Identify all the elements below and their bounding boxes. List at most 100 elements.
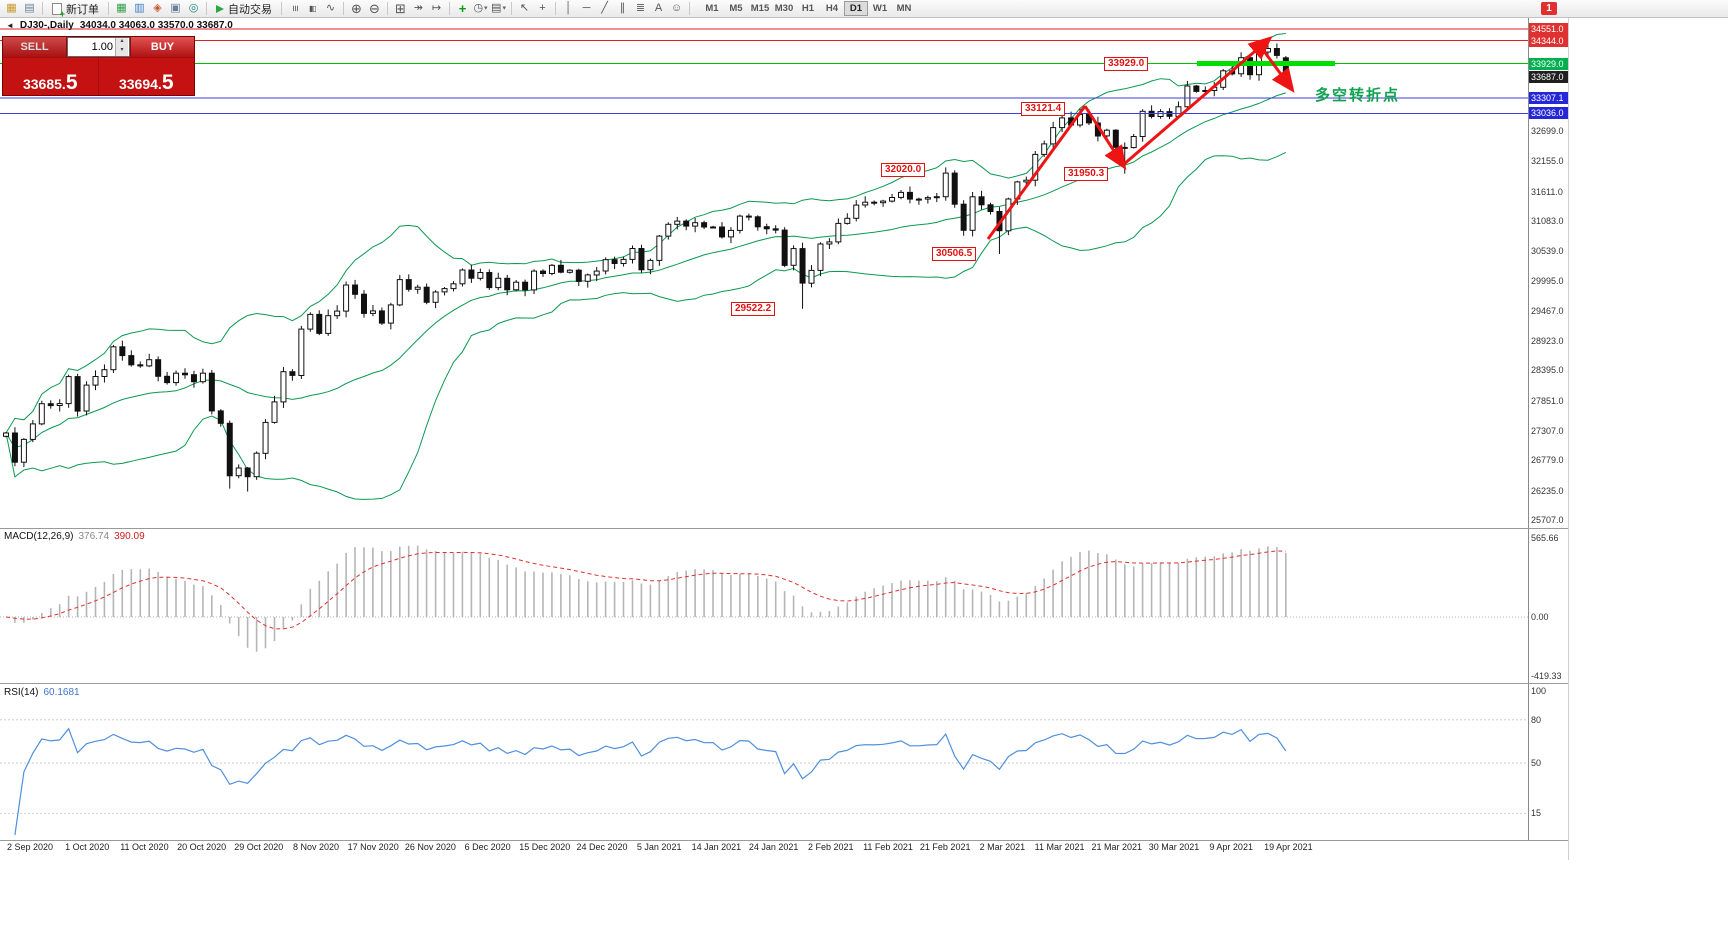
line-chart-icon[interactable]: ∿ (325, 2, 336, 14)
candlestick-chart-icon[interactable]: ▮▯ (309, 3, 317, 13)
timeframe-d1[interactable]: D1 (844, 1, 868, 16)
date-label: 19 Apr 2021 (1264, 842, 1313, 852)
zoom-in-icon[interactable]: ⊕ (351, 1, 362, 16)
new-order-button[interactable]: 新订单 (47, 1, 104, 19)
toolbar-separator (281, 2, 282, 15)
date-label: 11 Oct 2020 (120, 842, 169, 852)
macd-scale-label: -419.33 (1531, 670, 1562, 681)
chart-shift-icon[interactable]: ↦ (431, 2, 442, 14)
timeframe-w1[interactable]: W1 (872, 3, 888, 14)
autotrading-button[interactable]: 自动交易 (211, 1, 277, 16)
volume-input[interactable] (68, 38, 115, 56)
date-label: 17 Nov 2020 (347, 842, 399, 852)
date-label: 2 Feb 2021 (808, 842, 854, 852)
timeframe-m1[interactable]: M1 (705, 3, 719, 14)
auto-scroll-icon[interactable]: ↠ (413, 2, 424, 14)
horizontal-line-icon[interactable]: ─ (582, 2, 591, 14)
toolbar-separator (689, 2, 690, 15)
price-scale[interactable]: 34551.0 34344.0 33929.0 33687.0 33307.1 33036… (1528, 18, 1568, 840)
sell-price[interactable]: 33685. 5 (3, 58, 99, 95)
arrows-tool-icon[interactable]: ☺ (670, 2, 683, 14)
buy-price-pip: 5 (161, 71, 174, 94)
channel-icon[interactable]: ∥ (619, 2, 626, 14)
new-order-label: 新订单 (66, 3, 99, 16)
sell-button[interactable]: SELL (3, 37, 67, 57)
periods-button[interactable]: ◷ ▾ (472, 1, 489, 16)
text-tool-icon[interactable]: A (654, 2, 663, 14)
cursor-icon[interactable]: ↖ (519, 2, 530, 14)
macd-scale-label: 0.00 (1531, 612, 1549, 622)
periods-icon: ◷ (473, 2, 484, 14)
toolbar-separator (108, 2, 109, 15)
date-label: 29 Oct 2020 (234, 842, 284, 852)
timeframe-group: M1 M5 M15 M30 H1 H4 D1 W1 MN (700, 1, 916, 16)
date-label: 30 Mar 2021 (1148, 842, 1200, 852)
fibonacci-icon[interactable]: ≣ (635, 2, 646, 14)
new-order-icon (52, 2, 65, 19)
volume-decrease-button[interactable]: ▾ (120, 47, 124, 53)
profiles-icon[interactable]: ▤ (24, 2, 35, 14)
date-label: 11 Feb 2021 (863, 842, 913, 852)
price-scale-label: 27851.0 (1531, 395, 1564, 406)
price-scale-label: 25707.0 (1531, 515, 1564, 525)
terminal-icon[interactable]: ▣ (170, 2, 181, 14)
macd-histogram (14, 545, 1287, 652)
date-label: 1 Oct 2020 (65, 842, 110, 852)
panel-separator[interactable] (0, 683, 1568, 684)
chart-title: ◄ DJ30-,Daily 34034.0 34063.0 33570.0 33… (6, 20, 233, 31)
market-watch-icon[interactable]: ▦ (116, 2, 127, 14)
indicators-icon[interactable]: + (458, 1, 467, 16)
buy-button[interactable]: BUY (130, 37, 194, 57)
toolbar-separator (555, 2, 556, 15)
buy-price[interactable]: 33694. 5 (99, 58, 195, 95)
price-scale-label: 29467.0 (1531, 305, 1564, 316)
time-scale[interactable]: 2 Sep 2020 1 Oct 2020 11 Oct 2020 20 Oct 20… (0, 841, 1528, 855)
data-window-icon[interactable]: ▥ (134, 2, 145, 14)
templates-button[interactable]: ▤ ▾ (490, 1, 507, 16)
bar-chart-icon[interactable]: ≡ (289, 5, 301, 12)
rsi-panel[interactable] (0, 684, 1528, 840)
crosshair-icon[interactable]: + (539, 2, 546, 14)
price-scale-label: 26235.0 (1531, 485, 1564, 496)
macd-panel[interactable] (0, 529, 1528, 683)
toolbar: ▦ ▤ 新订单 ▦ ▥ ◈ ▣ ◎ 自动交易 ≡ ▮▯ ∿ ⊕ ⊖ ⊞ ↠ ↦ … (0, 0, 1728, 19)
panel-separator[interactable] (0, 840, 1568, 841)
navigator-icon[interactable]: ◈ (153, 2, 162, 14)
chart-menu-icon[interactable]: ◄ (6, 21, 14, 30)
rsi-label: RSI(14) 60.1681 (4, 687, 80, 698)
toolbar-separator (511, 2, 512, 15)
trend-arrows-layer[interactable] (986, 36, 1295, 240)
timeframe-h1[interactable]: H1 (801, 3, 815, 14)
price-scale-label: 26779.0 (1531, 455, 1564, 466)
trendline-icon[interactable]: ╱ (601, 2, 608, 14)
volume-increase-button[interactable]: ▴ (120, 38, 124, 44)
sell-price-pip: 5 (65, 71, 78, 94)
macd-value-signal: 390.09 (114, 531, 145, 542)
timeframe-m15[interactable]: M15 (750, 3, 770, 14)
date-label: 9 Apr 2021 (1209, 842, 1253, 852)
new-chart-icon[interactable]: ▦ (6, 2, 17, 14)
zoom-out-icon[interactable]: ⊖ (369, 1, 380, 16)
rsi-scale-label: 100 (1531, 686, 1547, 696)
templates-icon: ▤ (491, 2, 502, 14)
notification-badge[interactable]: 1 (1541, 2, 1557, 15)
tile-windows-icon[interactable]: ⊞ (395, 1, 406, 16)
panel-separator[interactable] (0, 528, 1568, 529)
toolbar-separator (42, 2, 43, 15)
timeframe-mn[interactable]: MN (896, 3, 912, 14)
date-label: 24 Dec 2020 (576, 842, 628, 852)
date-label: 6 Dec 2020 (464, 842, 511, 852)
toolbar-separator (387, 2, 388, 15)
candlestick-chart[interactable] (0, 18, 1528, 528)
timeframe-m30[interactable]: M30 (774, 3, 794, 14)
horizontal-lines-layer[interactable] (0, 28, 1528, 114)
sell-price-main: 33685. (22, 76, 66, 92)
date-label: 8 Nov 2020 (292, 842, 340, 852)
strategy-tester-icon[interactable]: ◎ (188, 2, 199, 14)
price-scale-red-label: 34551.0 (1529, 23, 1568, 35)
timeframe-h4[interactable]: H4 (825, 3, 839, 14)
timeframe-m5[interactable]: M5 (729, 3, 743, 14)
price-scale-black-label: 33687.0 (1529, 71, 1568, 84)
vertical-line-icon[interactable]: │ (565, 2, 572, 14)
candles-layer (3, 40, 1289, 492)
